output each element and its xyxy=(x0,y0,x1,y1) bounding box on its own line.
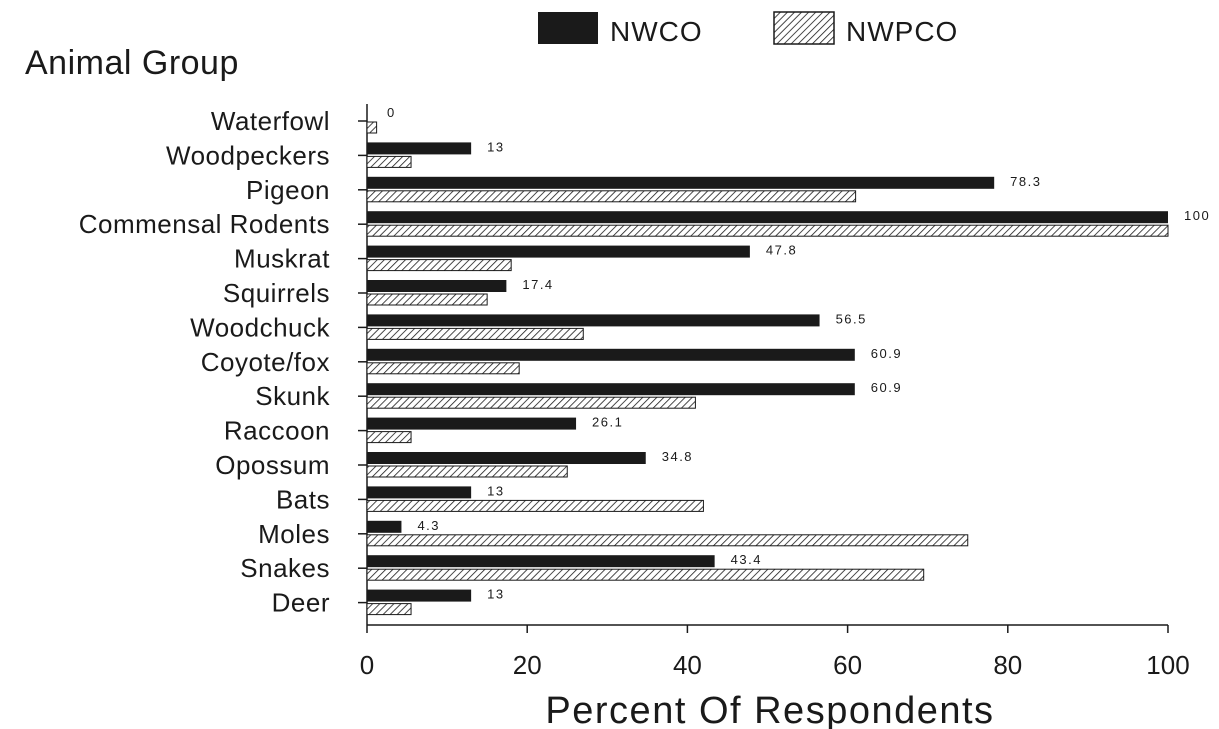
bar-nwco xyxy=(367,348,855,361)
bar-nwpco xyxy=(366,190,857,203)
data-label-nwco: 0 xyxy=(387,105,396,120)
legend-swatch-nwco xyxy=(538,12,598,44)
category-label: Coyote/fox xyxy=(201,347,330,377)
data-label-nwco: 17.4 xyxy=(522,277,553,292)
bar-nwco xyxy=(367,555,715,568)
data-label-nwco: 4.3 xyxy=(417,518,440,533)
legend: NWCO NWPCO xyxy=(538,11,958,47)
bar-nwco xyxy=(367,383,855,396)
data-label-nwco: 60.9 xyxy=(871,346,902,361)
bar-nwpco xyxy=(366,534,969,547)
bar-nwpco xyxy=(366,362,520,375)
category-label: Pigeon xyxy=(246,175,330,205)
x-tick-label: 60 xyxy=(833,650,862,680)
category-label: Opossum xyxy=(215,450,330,480)
bar-nwco xyxy=(367,280,507,292)
category-label: Woodchuck xyxy=(190,312,330,342)
bar-nwco xyxy=(367,452,646,464)
bar-nwco xyxy=(367,486,472,499)
data-label-nwco: 43.4 xyxy=(731,552,762,567)
x-tick-label: 80 xyxy=(993,650,1022,680)
legend-label-nwpco: NWPCO xyxy=(846,16,958,47)
bar-nwpco xyxy=(366,568,925,581)
category-label: Commensal Rodents xyxy=(79,209,330,239)
bars xyxy=(366,121,1169,616)
bar-nwpco xyxy=(366,155,412,168)
data-label-nwco: 34.8 xyxy=(662,449,693,464)
category-label: Woodpeckers xyxy=(166,140,330,170)
x-tick-label: 100 xyxy=(1146,650,1189,680)
data-label-nwco: 13 xyxy=(487,139,504,154)
data-label-nwco: 60.9 xyxy=(871,380,902,395)
bar-nwpco xyxy=(366,499,704,512)
chart-title: Animal Group xyxy=(25,44,239,82)
data-label-nwco: 26.1 xyxy=(592,415,623,430)
bar-nwpco xyxy=(366,224,1169,237)
category-label: Deer xyxy=(272,588,330,618)
bar-nwco xyxy=(367,589,472,602)
data-label-nwco: 100 xyxy=(1184,208,1210,223)
bar-nwpco xyxy=(366,293,488,306)
bar-nwco xyxy=(367,176,995,189)
data-label-nwco: 56.5 xyxy=(836,311,867,326)
bar-nwpco xyxy=(366,465,568,478)
x-ticks: 0 20 40 60 80 100 xyxy=(360,625,1190,680)
category-label: Raccoon xyxy=(224,416,330,446)
bar-nwpco xyxy=(366,259,512,272)
category-label: Waterfowl xyxy=(211,106,330,136)
data-label-nwco: 78.3 xyxy=(1010,174,1041,189)
x-tick-label: 40 xyxy=(673,650,702,680)
bar-nwco xyxy=(367,314,820,327)
bar-nwco xyxy=(367,520,402,533)
bar-nwpco xyxy=(366,603,412,616)
category-label: Snakes xyxy=(240,553,330,583)
x-tick-label: 20 xyxy=(513,650,542,680)
x-tick-label: 0 xyxy=(360,650,374,680)
bar-nwco xyxy=(367,417,577,430)
category-label: Muskrat xyxy=(234,244,330,274)
bar-nwpco xyxy=(366,121,378,134)
category-label: Bats xyxy=(276,484,330,514)
bar-nwpco xyxy=(366,327,584,340)
bar-nwco xyxy=(367,245,750,258)
category-label: Moles xyxy=(258,519,330,549)
data-labels: 0 13 78.3 100 47.8 17.4 56.5 60.9 60.9 26.1 34.8 13… xyxy=(387,105,1210,602)
data-label-nwco: 13 xyxy=(487,587,504,602)
bar-nwco xyxy=(367,142,472,155)
category-label: Skunk xyxy=(255,381,330,411)
legend-label-nwco: NWCO xyxy=(610,16,703,47)
bar-nwpco xyxy=(366,396,696,409)
category-labels: Waterfowl Woodpeckers Pigeon Commensal Rode… xyxy=(79,106,330,618)
bar-nwco xyxy=(367,211,1168,224)
x-axis-label: Percent Of Respondents xyxy=(545,690,994,729)
legend-swatch-nwpco xyxy=(773,11,835,45)
bar-nwpco xyxy=(366,431,412,444)
data-label-nwco: 13 xyxy=(487,483,504,498)
category-label: Squirrels xyxy=(223,278,330,308)
data-label-nwco: 47.8 xyxy=(766,243,797,258)
